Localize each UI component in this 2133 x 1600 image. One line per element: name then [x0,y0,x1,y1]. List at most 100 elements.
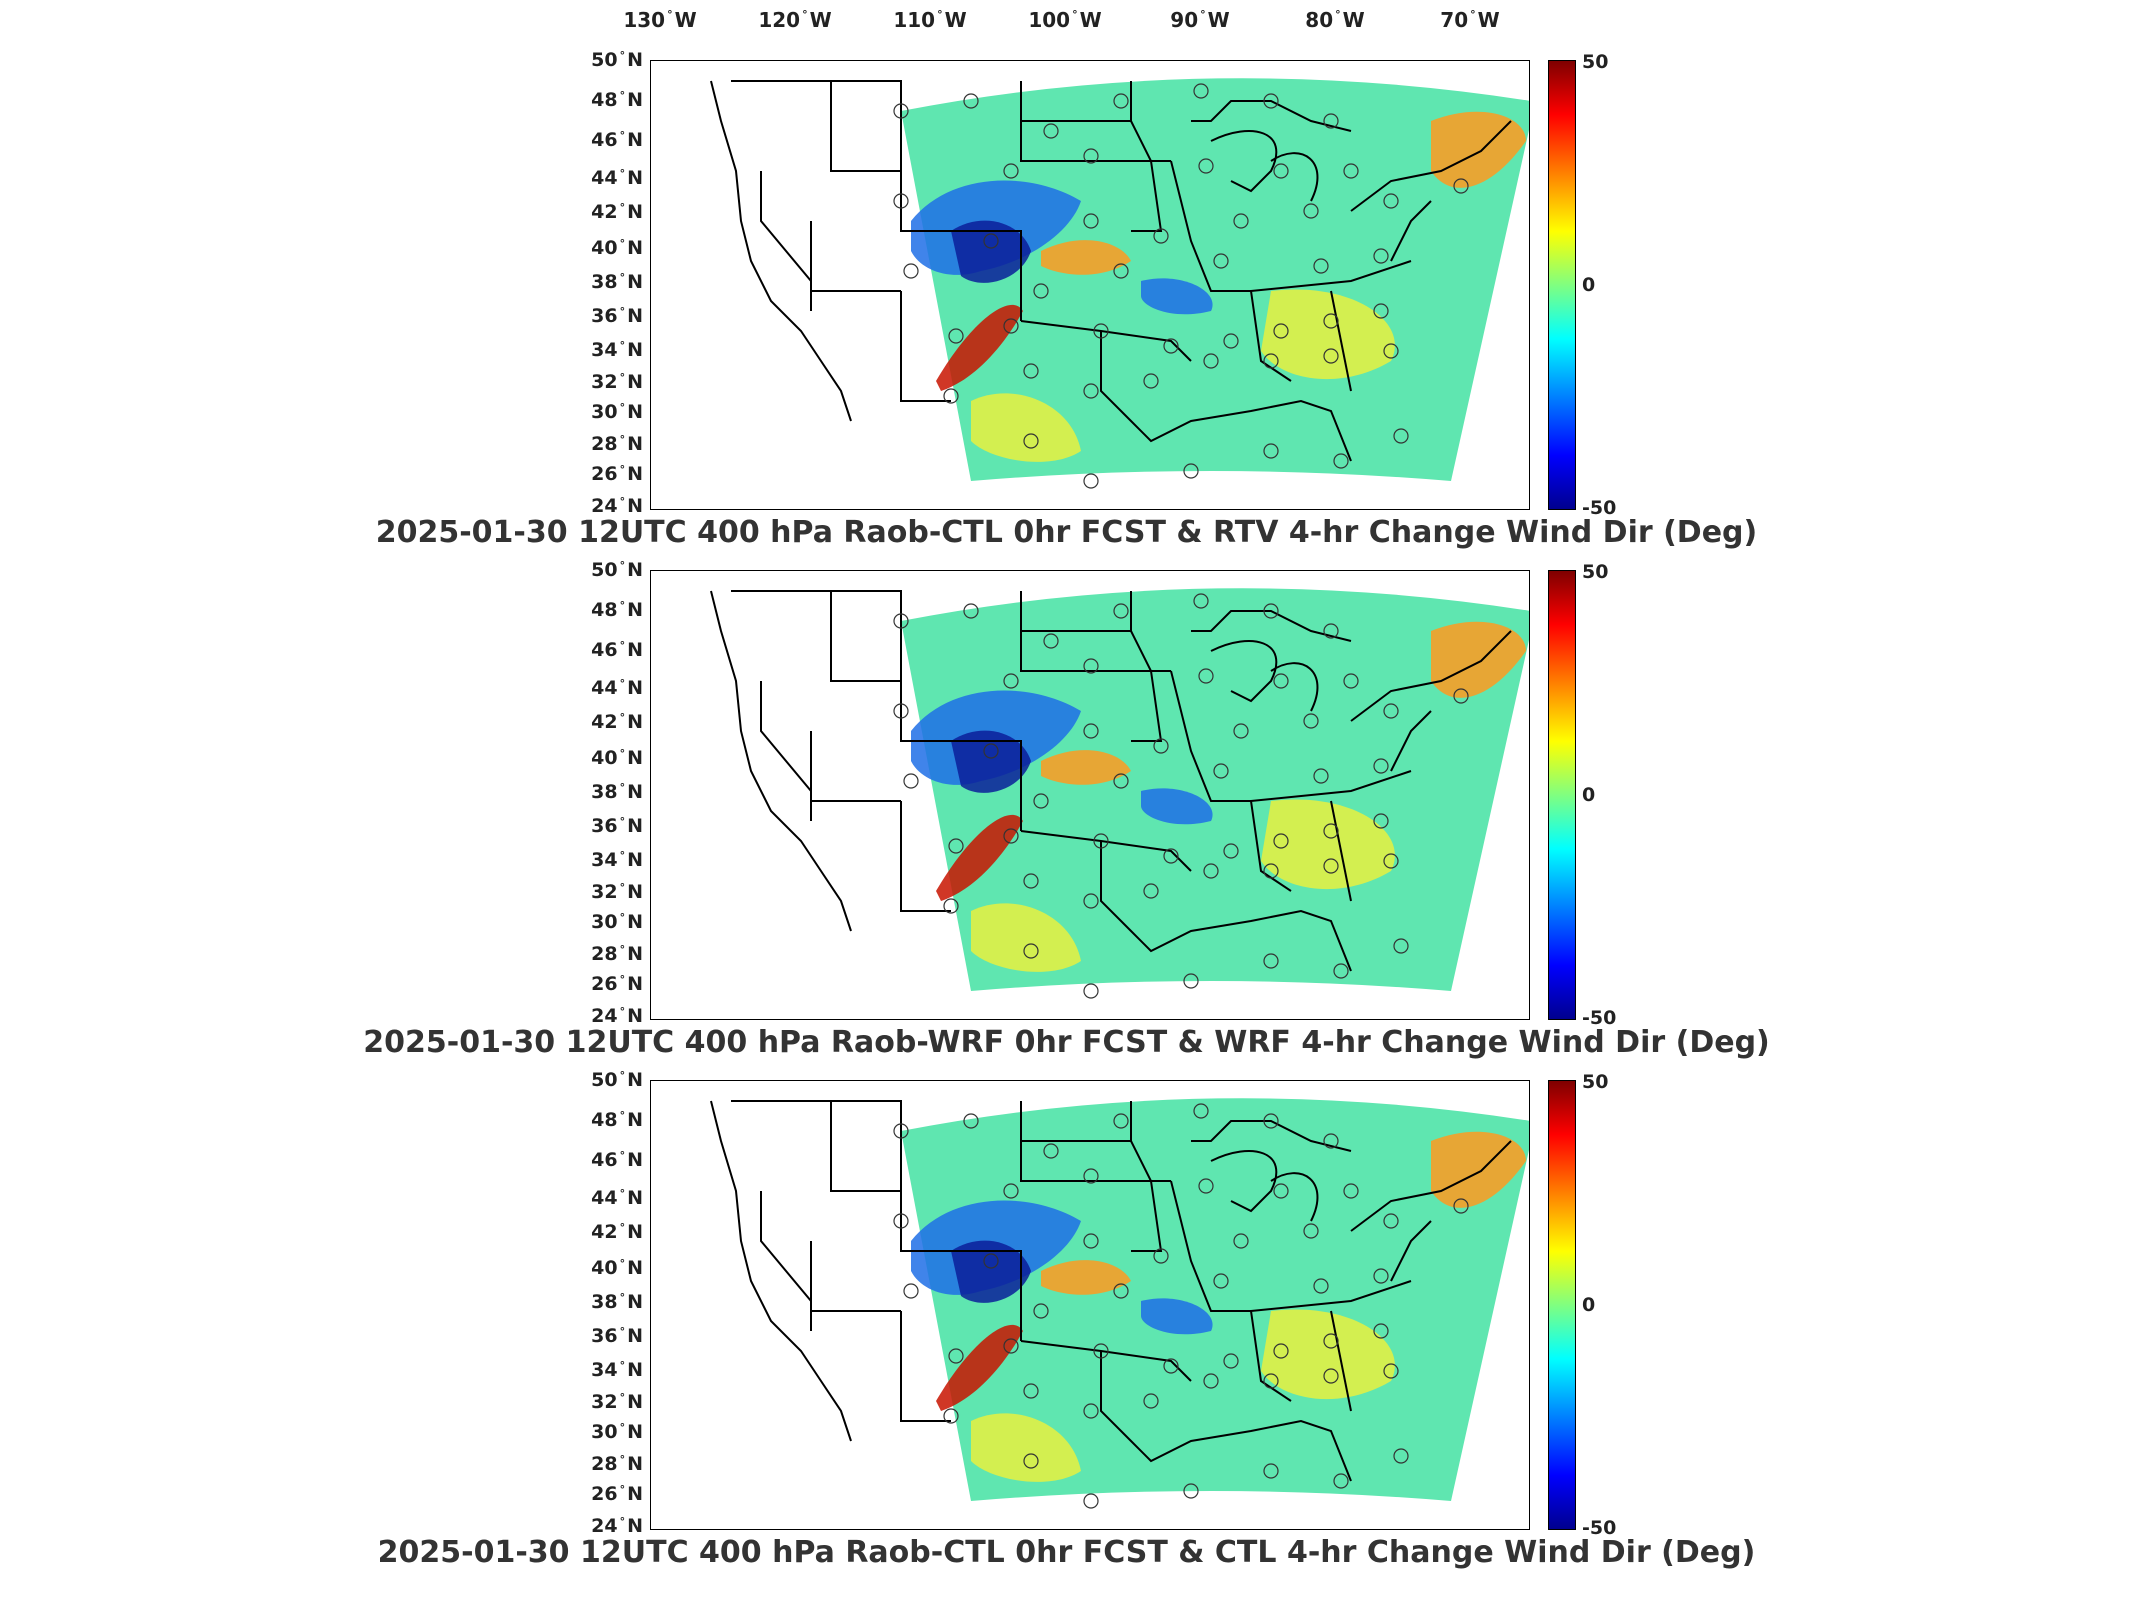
raob-station-marker [1183,973,1199,989]
boundary-line [731,1100,1022,1341]
raob-station-marker [1323,858,1339,874]
raob-station-marker [1083,1493,1099,1509]
boundary-line [1210,640,1278,703]
boundary-line [1100,331,1352,462]
raob-station-marker [1263,1113,1279,1129]
lon-label-110: 110 ° W [893,8,967,32]
lat-label-28: 28 ° N [591,433,643,455]
raob-station-marker [963,93,979,109]
raob-station-marker [1033,283,1049,299]
raob-station-marker [1393,1448,1409,1464]
lat-label-24: 24 ° N [591,1005,643,1027]
boundary-line [1020,320,1192,362]
colorbar-min-label: -50 [1582,1517,1617,1539]
lon-label-90: 90 ° W [1170,8,1230,32]
raob-station-marker [1153,1248,1169,1264]
raob-station-marker [1023,873,1039,889]
boundary-line [810,1241,901,1312]
boundary-line [1350,1140,1512,1232]
raob-station-marker [1213,1273,1229,1289]
raob-station-marker [1083,723,1099,739]
raob-station-marker [963,603,979,619]
model-domain-field [901,1098,1529,1501]
lat-label-34: 34 ° N [591,339,643,361]
raob-station-marker [1083,1168,1099,1184]
raob-station-marker [1043,123,1059,139]
raob-station-marker [1273,1183,1289,1199]
raob-station-marker [1193,83,1209,99]
raob-station-marker [1043,633,1059,649]
raob-station-marker [1033,1303,1049,1319]
raob-station-marker [1373,758,1389,774]
raob-station-marker [983,1253,999,1269]
raob-station-marker [1153,228,1169,244]
warm-anomaly-region [1261,289,1395,380]
boundary-line [1210,1150,1278,1213]
raob-station-marker [1223,333,1239,349]
boundary-line [830,591,901,682]
raob-station-marker [1263,863,1279,879]
raob-station-marker [1213,253,1229,269]
raob-station-marker [1323,313,1339,329]
raob-station-marker [1023,363,1039,379]
colorbar [1548,570,1576,1020]
lon-label-120: 120 ° W [758,8,832,32]
raob-station-marker [1113,773,1129,789]
raob-station-marker [1093,1343,1109,1359]
raob-station-marker [1023,433,1039,449]
raob-station-marker [1273,323,1289,339]
raob-station-marker [1193,593,1209,609]
boundary-line [1020,1101,1171,1182]
raob-station-marker [1143,883,1159,899]
colorbar [1548,60,1576,510]
boundary-line [1270,662,1319,712]
raob-station-marker [1233,1233,1249,1249]
raob-station-marker [1323,1368,1339,1384]
raob-station-marker [1083,213,1099,229]
lat-label-42: 42 ° N [591,201,643,223]
lat-label-38: 38 ° N [591,781,643,803]
boundary-line [1350,630,1512,722]
boundary-line [1250,290,1292,382]
raob-station-marker [1093,323,1109,339]
raob-station-marker [1143,1393,1159,1409]
lat-label-44: 44 ° N [591,677,643,699]
raob-station-marker [1393,428,1409,444]
boundary-line [830,81,901,172]
raob-station-marker [1303,713,1319,729]
negative-anomaly-region [1141,788,1213,825]
colorbar-max-label: 50 [1582,51,1609,73]
lat-label-30: 30 ° N [591,911,643,933]
raob-station-marker [1453,178,1469,194]
lat-label-28: 28 ° N [591,943,643,965]
boundary-line [760,681,812,821]
boundary-line [1390,200,1432,262]
lat-label-26: 26 ° N [591,463,643,485]
boundary-line [900,291,951,402]
strong-positive-band [936,304,1023,391]
lat-label-44: 44 ° N [591,1187,643,1209]
raob-station-marker [1163,1358,1179,1374]
raob-station-marker [1083,983,1099,999]
raob-station-marker [1083,383,1099,399]
raob-station-marker [1373,1323,1389,1339]
raob-station-marker [1303,1223,1319,1239]
lat-label-26: 26 ° N [591,973,643,995]
boundary-line [710,80,852,422]
raob-station-marker [1193,1103,1209,1119]
raob-station-marker [1263,353,1279,369]
raob-station-marker [983,233,999,249]
boundary-line [1130,630,1163,742]
boundary-line [810,221,901,292]
lat-label-46: 46 ° N [591,129,643,151]
strong-negative-region [951,1240,1031,1303]
raob-station-marker [1113,93,1129,109]
colorbar-mid-label: 0 [1582,1294,1596,1316]
raob-station-marker [943,898,959,914]
raob-station-marker [1223,1353,1239,1369]
raob-station-marker [1198,158,1214,174]
raob-station-marker [903,263,919,279]
raob-station-marker [1233,213,1249,229]
raob-station-marker [903,1283,919,1299]
raob-station-marker [1083,1233,1099,1249]
